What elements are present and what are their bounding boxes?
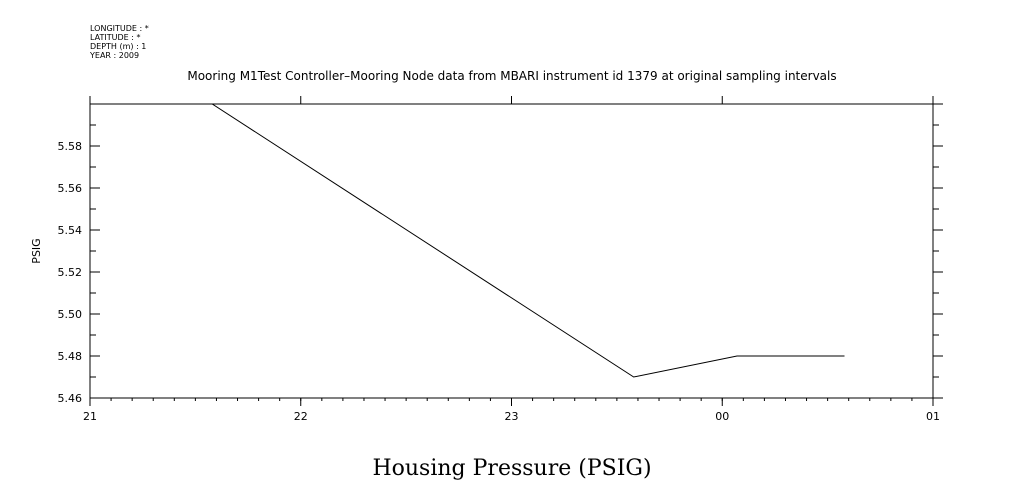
- y-tick-label: 5.54: [58, 224, 83, 237]
- meta-depth: DEPTH (m) : 1: [90, 42, 146, 51]
- y-tick-label: 5.52: [58, 266, 83, 279]
- y-tick-label: 5.46: [58, 392, 83, 405]
- y-tick-label: 5.48: [58, 350, 83, 363]
- x-tick-label: 23: [505, 410, 519, 423]
- series-line: [211, 104, 845, 378]
- y-axis-label: PSIG: [30, 238, 43, 263]
- meta-latitude: LATITUDE : *: [90, 33, 140, 42]
- y-axis: 5.46 5.48 5.50 5.52 5.54 5.56 5.58: [58, 103, 943, 405]
- x-tick-label: 00: [715, 410, 729, 423]
- x-tick-label: 01: [926, 410, 940, 423]
- series-layer: [211, 104, 845, 378]
- meta-longitude: LONGITUDE : *: [90, 24, 149, 33]
- metadata-block: LONGITUDE : * LATITUDE : * DEPTH (m) : 1…: [89, 24, 149, 60]
- x-axis: 21 22 23 00 01: [83, 96, 940, 423]
- plot-frame: [89, 103, 934, 399]
- bottom-title: Housing Pressure (PSIG): [372, 456, 651, 481]
- chart-title: Mooring M1Test Controller–Mooring Node d…: [187, 69, 836, 83]
- x-tick-label: 22: [294, 410, 308, 423]
- y-tick-label: 5.56: [58, 182, 83, 195]
- meta-year: YEAR : 2009: [89, 51, 139, 60]
- x-tick-label: 21: [83, 410, 97, 423]
- y-tick-label: 5.50: [58, 308, 83, 321]
- y-tick-label: 5.58: [58, 140, 83, 153]
